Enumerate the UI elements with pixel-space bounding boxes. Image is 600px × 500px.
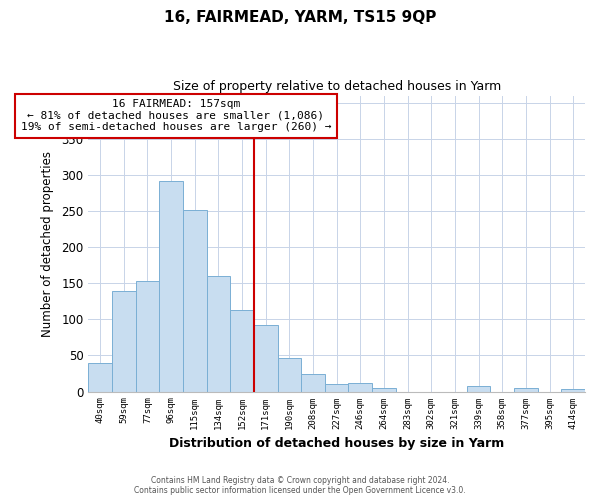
- Bar: [183, 210, 206, 392]
- Bar: [467, 386, 490, 392]
- Bar: [230, 310, 254, 392]
- Bar: [278, 358, 301, 392]
- Bar: [325, 384, 349, 392]
- Bar: [349, 383, 372, 392]
- Bar: [112, 291, 136, 392]
- Text: 16 FAIRMEAD: 157sqm
← 81% of detached houses are smaller (1,086)
19% of semi-det: 16 FAIRMEAD: 157sqm ← 81% of detached ho…: [20, 99, 331, 132]
- Bar: [206, 276, 230, 392]
- X-axis label: Distribution of detached houses by size in Yarm: Distribution of detached houses by size …: [169, 437, 504, 450]
- Bar: [372, 388, 396, 392]
- Bar: [301, 374, 325, 392]
- Bar: [562, 388, 585, 392]
- Text: 16, FAIRMEAD, YARM, TS15 9QP: 16, FAIRMEAD, YARM, TS15 9QP: [164, 10, 436, 25]
- Y-axis label: Number of detached properties: Number of detached properties: [41, 150, 54, 336]
- Bar: [254, 325, 278, 392]
- Bar: [136, 281, 159, 392]
- Bar: [88, 362, 112, 392]
- Bar: [159, 180, 183, 392]
- Title: Size of property relative to detached houses in Yarm: Size of property relative to detached ho…: [173, 80, 501, 93]
- Bar: [514, 388, 538, 392]
- Text: Contains HM Land Registry data © Crown copyright and database right 2024.
Contai: Contains HM Land Registry data © Crown c…: [134, 476, 466, 495]
